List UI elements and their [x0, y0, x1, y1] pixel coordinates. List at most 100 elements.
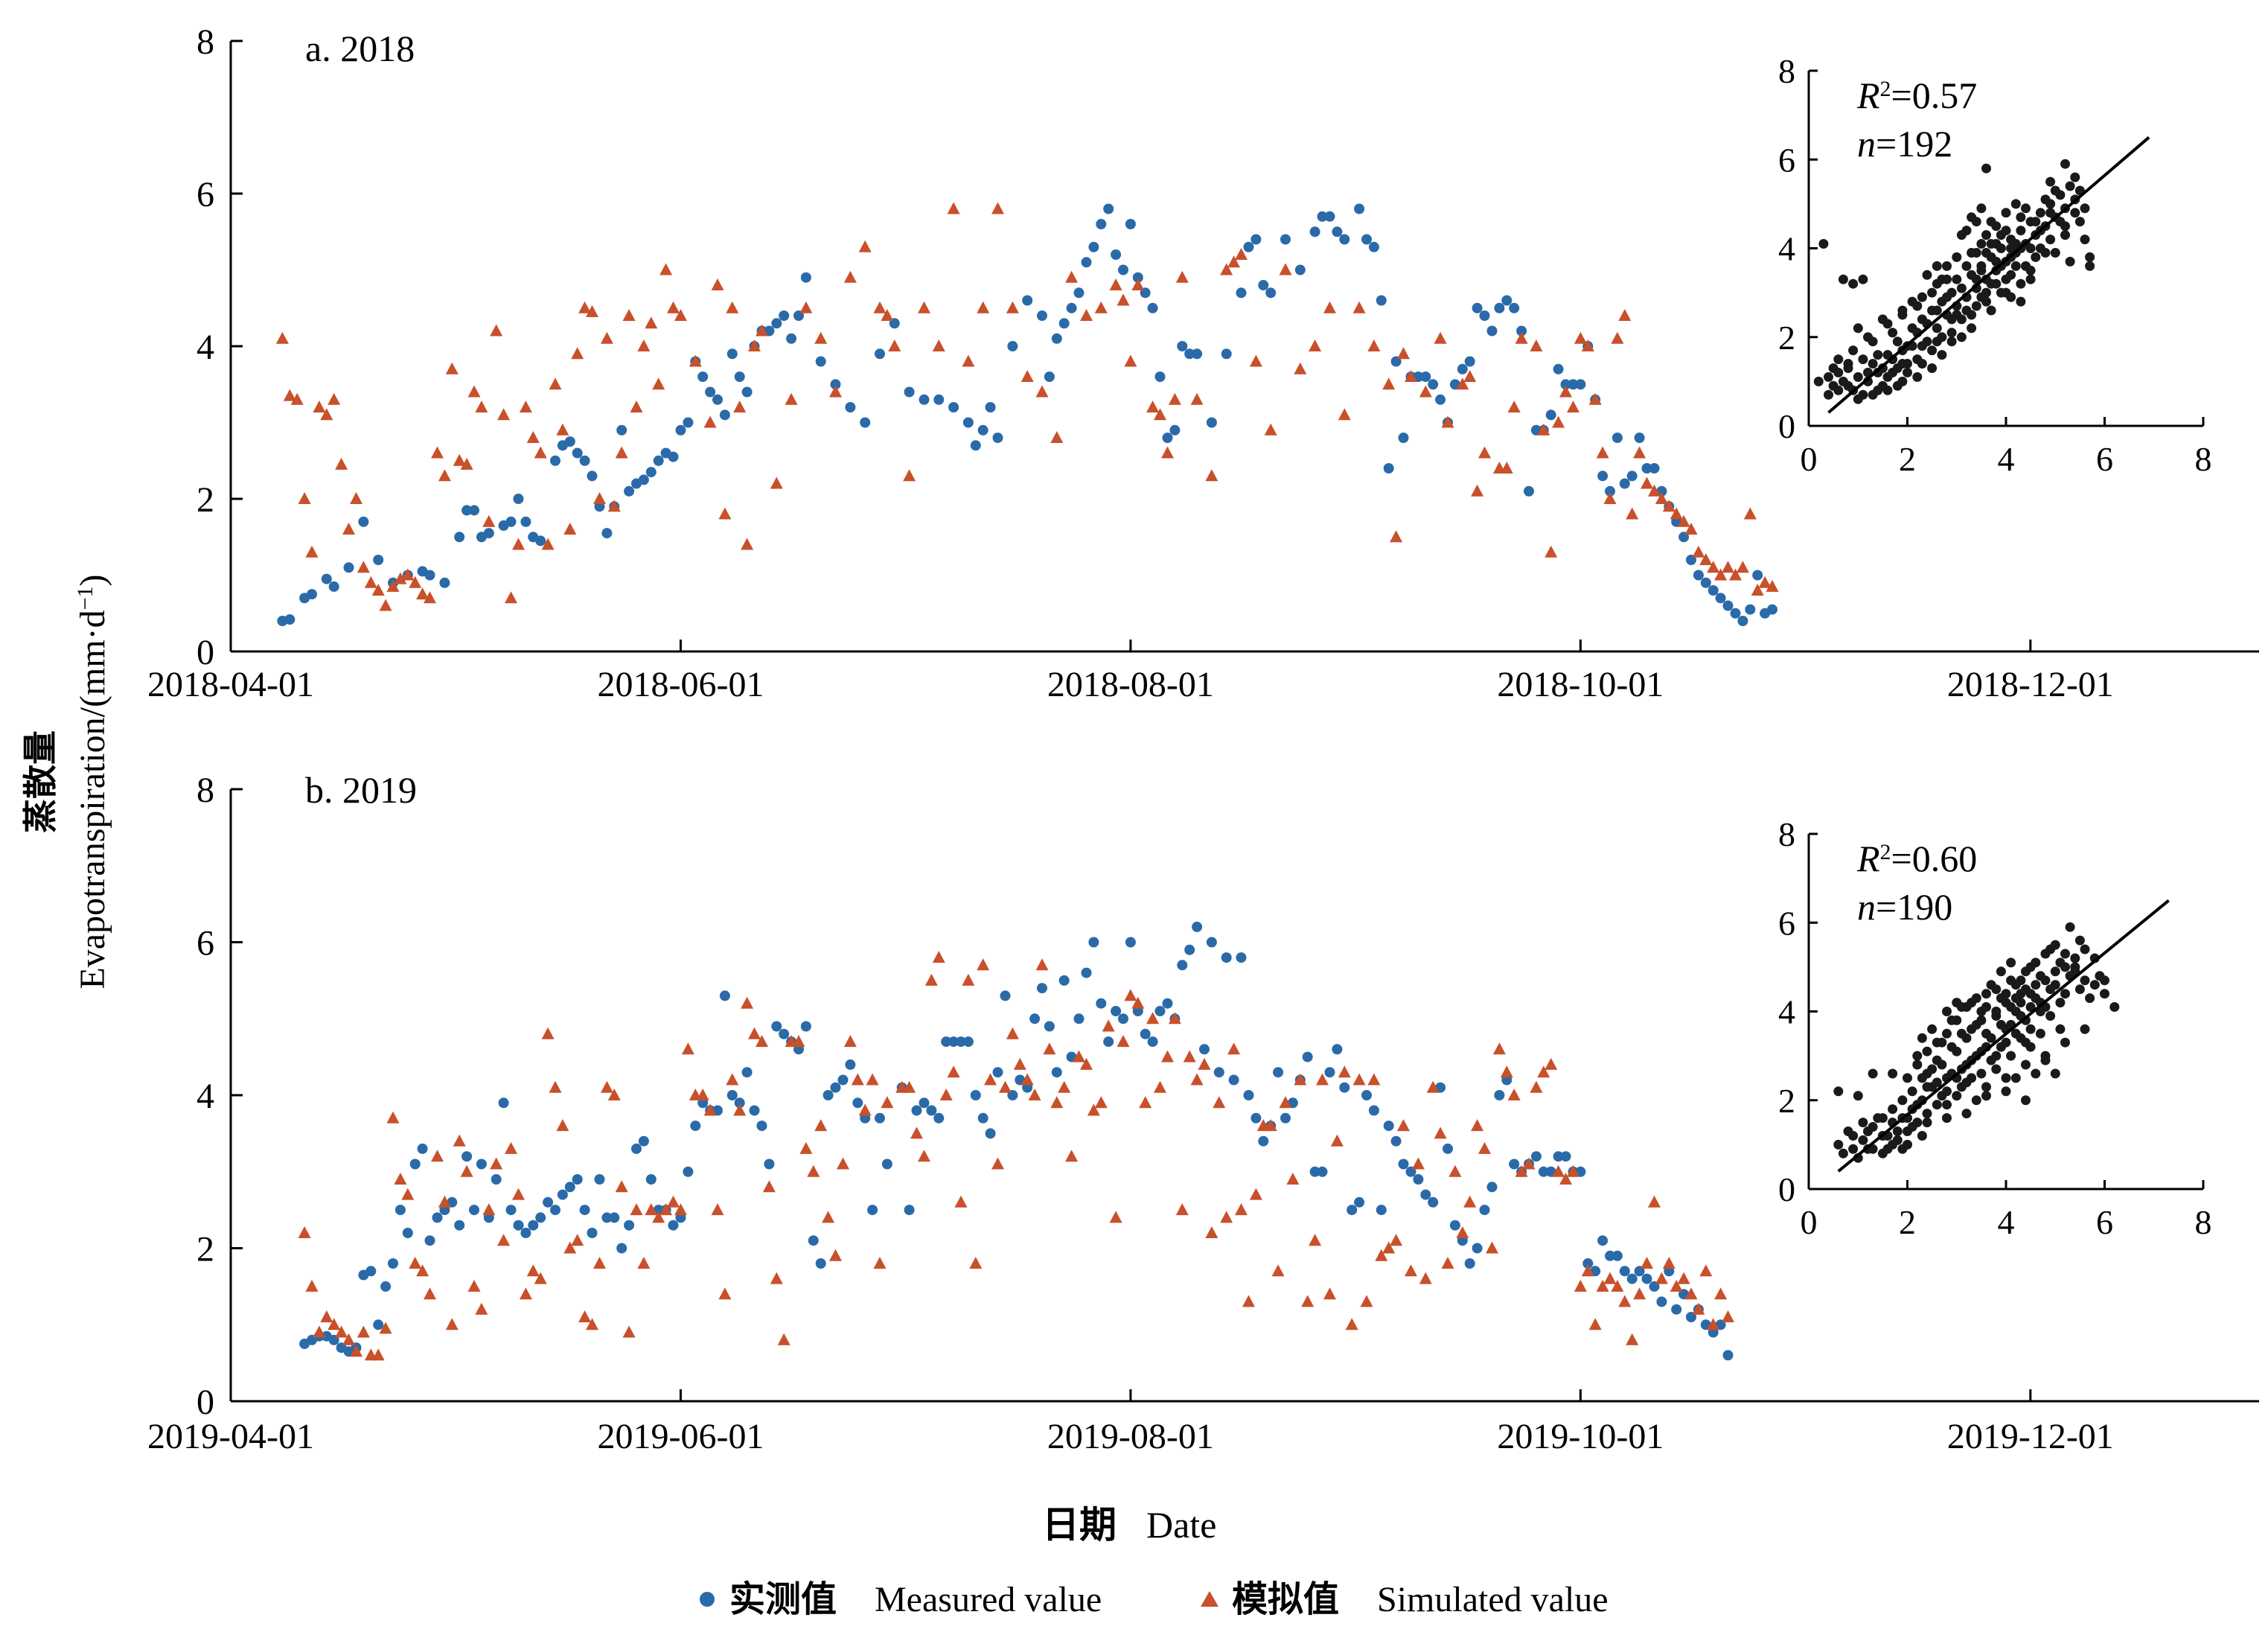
inset-point [1853, 323, 1863, 334]
simulated-point [903, 1080, 916, 1093]
series-simulated [275, 202, 1779, 611]
simulated-point [556, 1119, 569, 1132]
inset-point [1917, 341, 1927, 351]
inset-point [1843, 380, 1853, 391]
simulated-point [313, 401, 326, 412]
inset-point [2016, 296, 2026, 307]
measured-point [719, 990, 730, 1001]
simulated-point [541, 538, 555, 550]
simulated-point [1729, 568, 1742, 581]
simulated-point [777, 1333, 790, 1345]
simulated-point [1736, 561, 1749, 573]
measured-point [1398, 1158, 1409, 1170]
measured-point [1641, 1273, 1652, 1284]
simulated-point [424, 591, 436, 604]
measured-point [926, 1105, 937, 1116]
simulated-point [674, 309, 687, 321]
inset-point [1922, 270, 1932, 280]
measured-point [668, 451, 679, 462]
simulated-point [1323, 1287, 1336, 1300]
y-tick-label: 2 [197, 1230, 214, 1269]
legend-measured-marker [700, 1592, 715, 1607]
simulated-point [600, 331, 613, 344]
simulated-point [881, 309, 894, 321]
simulated-point [622, 1325, 636, 1338]
measured-point [1619, 1266, 1630, 1277]
simulated-point [991, 202, 1004, 214]
measured-point [1347, 1205, 1358, 1216]
inset-point [1932, 261, 1942, 271]
measured-point [741, 386, 753, 398]
measured-point [1509, 302, 1520, 313]
simulated-point [792, 1035, 805, 1048]
inset-point [2080, 1024, 2090, 1034]
measured-point [1354, 1196, 1365, 1208]
simulated-point [1588, 392, 1602, 405]
measured-point [579, 1205, 590, 1216]
inset-point [1853, 394, 1863, 404]
simulated-point [1205, 1226, 1218, 1238]
inset-point [2045, 208, 2056, 218]
inset-point [2006, 957, 2016, 968]
simulated-point [645, 1203, 658, 1216]
measured-point [1479, 310, 1490, 321]
simulated-point [497, 1234, 511, 1246]
simulated-point [1397, 347, 1410, 360]
measured-point [830, 379, 841, 390]
measured-point [1236, 287, 1247, 299]
simulated-point [1102, 1019, 1115, 1032]
inset-point [1996, 966, 2006, 977]
inset-point [1882, 350, 1893, 360]
simulated-point [1154, 408, 1166, 421]
measured-point [1435, 394, 1446, 405]
measured-point [830, 1082, 841, 1093]
measured-point [365, 1266, 377, 1277]
inset-point [1927, 1064, 1938, 1074]
simulated-point [1448, 1164, 1462, 1177]
measured-point [1767, 604, 1777, 615]
measured-point [520, 1228, 531, 1238]
measured-point [1649, 463, 1660, 474]
simulated-point [357, 1325, 370, 1338]
inset-point [1922, 1118, 1932, 1128]
measured-point [1118, 1013, 1128, 1024]
inset-y-tick-label: 2 [1778, 1082, 1795, 1120]
simulated-point [1677, 1272, 1690, 1284]
measured-point [1309, 1166, 1320, 1177]
inset-point [1888, 1139, 1898, 1150]
measured-point [977, 424, 988, 436]
inset-point [2001, 989, 2011, 999]
inset-point [2040, 975, 2051, 986]
simulated-point [1028, 1089, 1041, 1100]
simulated-point [1367, 340, 1381, 351]
measured-point [1730, 608, 1741, 619]
inset-point [2070, 208, 2080, 218]
simulated-point [1271, 1264, 1285, 1277]
inset-point [2006, 1051, 2016, 1061]
inset-point [2060, 1037, 2070, 1048]
inset-point [1912, 1059, 1923, 1070]
simulated-point [1471, 484, 1484, 497]
inset-point [2035, 1028, 2045, 1039]
measured-point [321, 573, 332, 584]
measured-point [808, 1235, 819, 1246]
simulated-point [1330, 1134, 1344, 1147]
inset-point [1976, 203, 1987, 214]
inset-y-tick-label: 2 [1778, 319, 1795, 357]
inset-point [1932, 1077, 1942, 1088]
measured-point [1073, 1013, 1085, 1024]
simulated-point [1294, 1073, 1307, 1086]
measured-point [956, 1036, 966, 1048]
inset-point [1892, 1126, 1903, 1136]
inset-point [2070, 953, 2080, 963]
simulated-point [1758, 576, 1772, 588]
simulated-point [1146, 401, 1160, 412]
inset-point [1868, 359, 1878, 369]
inset-point [2021, 1059, 2031, 1070]
simulated-point [748, 1027, 761, 1039]
simulated-point [689, 354, 702, 367]
simulated-point [1567, 1164, 1579, 1177]
inset-point [2074, 984, 2085, 995]
measured-point [962, 417, 974, 428]
simulated-point [1434, 331, 1447, 344]
